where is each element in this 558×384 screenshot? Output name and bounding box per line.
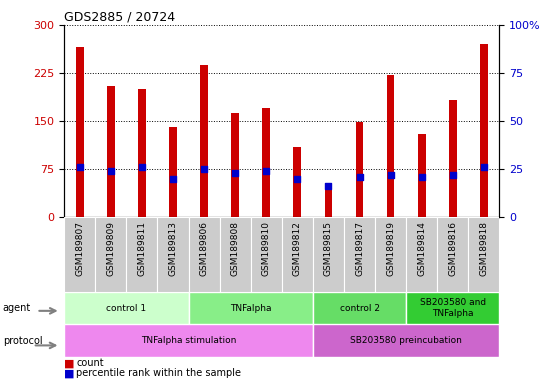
Bar: [313, 292, 406, 324]
Bar: [375, 217, 406, 292]
Bar: [64, 324, 313, 357]
Bar: [76, 47, 84, 217]
Bar: [294, 147, 301, 217]
Bar: [231, 113, 239, 217]
Point: [137, 164, 146, 170]
Text: SB203580 and
TNFalpha: SB203580 and TNFalpha: [420, 298, 486, 318]
Bar: [107, 86, 115, 217]
Point: [293, 175, 302, 182]
Bar: [138, 89, 146, 217]
Point: [417, 174, 426, 180]
Bar: [251, 217, 282, 292]
Bar: [449, 100, 456, 217]
Bar: [418, 134, 426, 217]
Text: count: count: [76, 358, 104, 368]
Point: [107, 168, 116, 174]
Text: GSM189819: GSM189819: [386, 221, 395, 276]
Text: GSM189815: GSM189815: [324, 221, 333, 276]
Point: [479, 164, 488, 170]
Bar: [406, 292, 499, 324]
Text: percentile rank within the sample: percentile rank within the sample: [76, 368, 242, 378]
Text: GSM189807: GSM189807: [75, 221, 84, 276]
Bar: [169, 127, 177, 217]
Point: [448, 172, 457, 178]
Bar: [325, 185, 333, 217]
Point: [355, 174, 364, 180]
Text: TNFalpha stimulation: TNFalpha stimulation: [141, 336, 236, 345]
Point: [75, 164, 84, 170]
Bar: [282, 217, 313, 292]
Text: GSM189806: GSM189806: [200, 221, 209, 276]
Point: [262, 168, 271, 174]
Text: TNFalpha: TNFalpha: [230, 304, 271, 313]
Text: GSM189808: GSM189808: [230, 221, 239, 276]
Text: agent: agent: [3, 303, 31, 313]
Text: GSM189810: GSM189810: [262, 221, 271, 276]
Bar: [437, 217, 468, 292]
Text: ■: ■: [64, 358, 75, 368]
Text: GSM189818: GSM189818: [479, 221, 488, 276]
Text: GSM189817: GSM189817: [355, 221, 364, 276]
Bar: [64, 217, 95, 292]
Bar: [189, 217, 220, 292]
Bar: [387, 75, 395, 217]
Bar: [200, 65, 208, 217]
Text: GSM189812: GSM189812: [293, 221, 302, 276]
Text: protocol: protocol: [3, 336, 42, 346]
Text: GSM189809: GSM189809: [107, 221, 116, 276]
Text: control 1: control 1: [106, 304, 146, 313]
Text: GSM189816: GSM189816: [448, 221, 457, 276]
Text: ■: ■: [64, 368, 75, 378]
Text: GSM189814: GSM189814: [417, 221, 426, 276]
Bar: [406, 217, 437, 292]
Bar: [313, 217, 344, 292]
Bar: [189, 292, 313, 324]
Bar: [64, 292, 189, 324]
Bar: [220, 217, 251, 292]
Bar: [355, 122, 363, 217]
Bar: [262, 108, 270, 217]
Bar: [344, 217, 375, 292]
Point: [230, 170, 239, 176]
Point: [200, 166, 209, 172]
Bar: [157, 217, 189, 292]
Bar: [95, 217, 126, 292]
Text: control 2: control 2: [339, 304, 379, 313]
Text: SB203580 preincubation: SB203580 preincubation: [350, 336, 462, 345]
Bar: [468, 217, 499, 292]
Bar: [480, 44, 488, 217]
Point: [169, 175, 177, 182]
Point: [386, 172, 395, 178]
Bar: [126, 217, 157, 292]
Text: GSM189811: GSM189811: [137, 221, 146, 276]
Text: GSM189813: GSM189813: [169, 221, 177, 276]
Bar: [313, 324, 499, 357]
Text: GDS2885 / 20724: GDS2885 / 20724: [64, 11, 175, 24]
Point: [324, 183, 333, 189]
